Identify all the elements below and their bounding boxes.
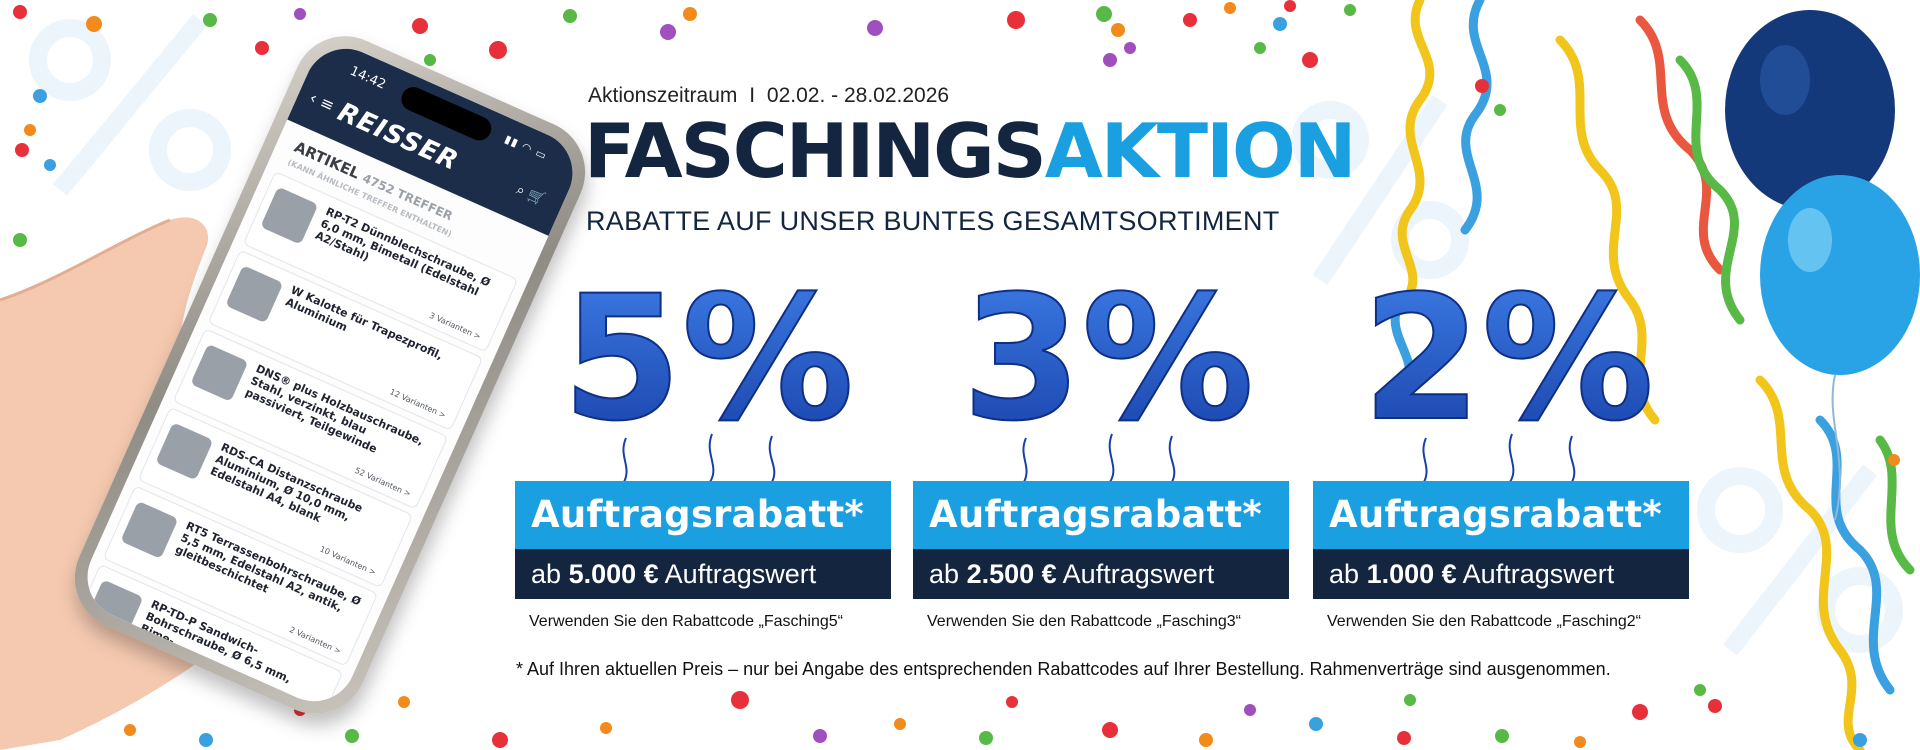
chevron-left-icon[interactable]: ‹ ≡ [306, 87, 338, 116]
threshold-prefix: ab [1329, 559, 1360, 589]
status-time: 14:42 [347, 63, 388, 93]
percent-value: 5% [562, 270, 852, 459]
balloon-percent-5: 5% [561, 270, 852, 482]
footnote: * Auf Ihren aktuellen Preis – nur bei An… [516, 659, 1611, 679]
offer-card-5: Auftragsrabatt* ab 5.000 € Auftragswert … [515, 481, 891, 631]
balloon-string-icon [622, 433, 776, 482]
threshold-prefix: ab [531, 559, 562, 589]
balloon-string-icon [1022, 433, 1176, 482]
product-thumbnail [225, 265, 284, 324]
threshold-suffix: Auftragswert [1462, 559, 1615, 589]
threshold-suffix: Auftragswert [664, 559, 817, 589]
threshold-value: 5.000 € [568, 559, 659, 589]
balloon-string-icon [1422, 433, 1576, 482]
offer-card-2: Auftragsrabatt* ab 1.000 € Auftragswert … [1313, 481, 1689, 631]
product-thumbnail [190, 343, 249, 402]
period-label: Aktionszeitraum [588, 84, 738, 107]
streamer-icon [1390, 0, 1915, 750]
phone-illustration: 14:42 ▮▮ ◠ ▭ ‹ ≡ REISSER ⌕ 🛒 ARTIKEL 475… [0, 0, 602, 750]
offer-card-3: Auftragsrabatt* ab 2.500 € Auftragswert … [913, 481, 1289, 631]
offer-threshold: ab 2.500 € Auftragswert [913, 549, 1289, 599]
balloon-percent-3: 3% [961, 270, 1252, 482]
product-thumbnail [155, 422, 214, 481]
subheadline: RABATTE AUF UNSER BUNTES GESAMTSORTIMENT [586, 206, 1280, 236]
offer-threshold: ab 1.000 € Auftragswert [1313, 549, 1689, 599]
headline-part2: AKTION [1044, 107, 1357, 195]
period-separator: I [749, 84, 756, 107]
discount-code-text: Verwenden Sie den Rabattcode „Fasching5“ [529, 613, 843, 630]
threshold-suffix: Auftragswert [1062, 559, 1215, 589]
discount-code-text: Verwenden Sie den Rabattcode „Fasching3“ [927, 613, 1241, 630]
offer-label: Auftragsrabatt* [515, 481, 891, 549]
product-thumbnail [260, 186, 319, 245]
threshold-value: 1.000 € [1366, 559, 1457, 589]
offer-label: Auftragsrabatt* [1313, 481, 1689, 549]
signal-wifi-battery-icon: ▮▮ ◠ ▭ [502, 132, 550, 163]
product-thumbnail [120, 500, 179, 559]
threshold-value: 2.500 € [966, 559, 1057, 589]
threshold-prefix: ab [929, 559, 960, 589]
percent-value: 3% [962, 270, 1252, 459]
search-icon[interactable]: ⌕ 🛒 [513, 181, 548, 209]
campaign-period: Aktionszeitraum I 02.02. - 28.02.2026 [588, 84, 949, 108]
headline: FASCHINGSAKTION [584, 114, 1357, 189]
period-dates: 02.02. - 28.02.2026 [766, 84, 950, 107]
headline-part1: FASCHINGS [584, 107, 1047, 195]
balloon-percent-2: 2% [1361, 270, 1652, 482]
offer-label: Auftragsrabatt* [913, 481, 1289, 549]
percent-value: 2% [1362, 270, 1652, 459]
balloon-icon [1725, 10, 1920, 521]
offer-threshold: ab 5.000 € Auftragswert [515, 549, 891, 599]
discount-code-text: Verwenden Sie den Rabattcode „Fasching2“ [1327, 613, 1641, 630]
